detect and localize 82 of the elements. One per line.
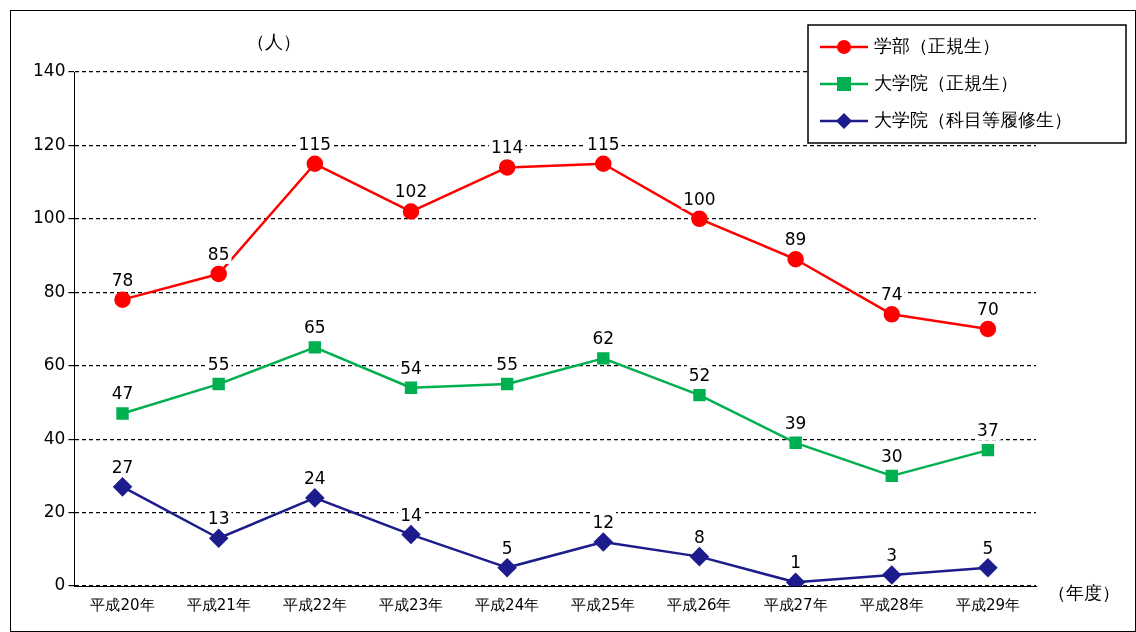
y-tick-label: 40: [43, 427, 66, 448]
point: [306, 155, 324, 173]
data-label: 78: [111, 269, 134, 290]
data-label: 115: [298, 133, 332, 154]
point: [597, 352, 610, 365]
data-label: 13: [207, 508, 230, 529]
point: [691, 210, 708, 228]
x-tick-label: 平成24年: [475, 595, 540, 614]
data-label: 74: [880, 284, 903, 305]
point: [404, 381, 418, 394]
point: [305, 488, 325, 508]
point: [693, 388, 706, 402]
y-tick-label: 20: [43, 500, 66, 521]
data-label: 30: [880, 445, 903, 466]
point: [212, 377, 225, 391]
point: [308, 341, 322, 354]
point: [114, 291, 131, 308]
point: [595, 155, 612, 173]
x-tick-label: 平成20年: [90, 595, 155, 614]
point: [883, 306, 901, 323]
data-label: 100: [683, 188, 716, 209]
point: [402, 203, 420, 220]
data-label: 52: [688, 365, 711, 386]
data-label: 65: [304, 317, 326, 338]
point: [116, 407, 129, 420]
data-label: 54: [400, 357, 422, 378]
data-label: 39: [784, 412, 807, 433]
data-label: 47: [111, 383, 134, 404]
point: [978, 558, 998, 577]
data-label: 5: [982, 537, 994, 558]
point: [690, 547, 709, 566]
data-label: 70: [977, 298, 999, 319]
data-label: 89: [784, 229, 807, 250]
x-tick-label: 平成27年: [763, 595, 828, 614]
point: [789, 436, 802, 450]
point: [882, 565, 902, 585]
y-tick-label: 80: [43, 280, 66, 301]
data-label: 102: [394, 181, 428, 202]
y-tick-label: 0: [54, 574, 66, 595]
x-axis-title: （年度）: [1048, 581, 1120, 603]
x-tick-label: 平成21年: [186, 595, 251, 614]
legend-label: 大学院（科目等履修生）: [874, 108, 1072, 130]
data-label: 55: [496, 353, 518, 374]
legend-label: 大学院（正規生）: [874, 71, 1018, 93]
legend-label: 学部（正規生）: [874, 34, 1000, 56]
data-label: 114: [490, 137, 524, 158]
x-tick-label: 平成23年: [378, 595, 444, 614]
point: [498, 159, 516, 176]
point: [210, 265, 227, 283]
point: [594, 532, 613, 552]
data-label: 14: [400, 504, 422, 525]
point: [500, 377, 514, 391]
point: [981, 443, 995, 457]
y-axis-title: （人）: [247, 30, 302, 52]
data-label: 8: [694, 526, 705, 547]
y-tick-label: 100: [32, 207, 66, 228]
data-label: 12: [592, 511, 615, 532]
data-label: 1: [790, 552, 802, 573]
y-tick-label: 140: [32, 60, 66, 81]
point: [979, 320, 997, 338]
x-tick-label: 平成28年: [859, 595, 924, 614]
y-tick-label: 120: [32, 133, 66, 154]
data-label: 55: [207, 353, 230, 374]
data-label: 62: [592, 328, 615, 349]
data-label: 37: [977, 420, 999, 441]
data-label: 27: [111, 456, 134, 477]
data-label: 115: [587, 133, 620, 154]
point: [401, 525, 421, 544]
data-label: 85: [207, 243, 230, 264]
x-tick-label: 平成25年: [571, 595, 636, 614]
x-tick-label: 平成26年: [667, 595, 732, 614]
data-label: 3: [886, 544, 898, 565]
data-label: 24: [304, 467, 326, 488]
x-tick-label: 平成22年: [282, 595, 347, 614]
y-tick-label: 60: [43, 354, 66, 375]
point: [113, 477, 132, 497]
data-label: 5: [501, 537, 513, 558]
x-tick-label: 平成29年: [955, 595, 1020, 614]
point: [497, 558, 517, 577]
point: [885, 469, 898, 483]
point: [209, 529, 228, 548]
point: [787, 250, 804, 268]
